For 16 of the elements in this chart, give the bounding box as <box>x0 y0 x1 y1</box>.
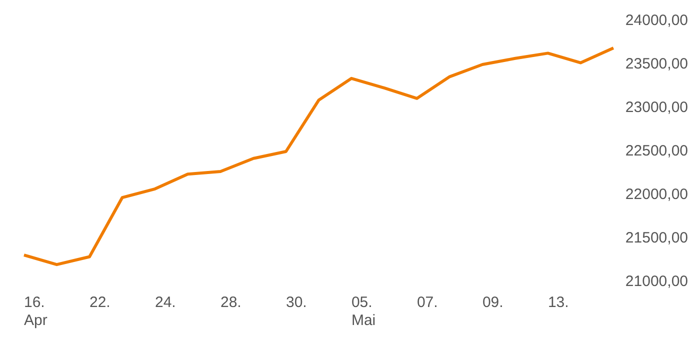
x-tick-label: 13. <box>548 294 569 312</box>
y-tick-label: 22500,00 <box>625 142 688 160</box>
x-tick-label: 22. <box>89 294 110 312</box>
y-tick-label: 23000,00 <box>625 99 688 116</box>
x-tick-label: 28. <box>220 294 242 312</box>
x-tick-label: 07. <box>416 294 438 312</box>
x-tick-label: 05. Mai <box>351 294 376 330</box>
y-tick-label: 21500,00 <box>625 230 688 247</box>
x-tick-label: 24. <box>154 294 176 312</box>
x-tick-label: 16. Apr <box>24 294 48 330</box>
x-tick-label: 30. <box>286 294 307 312</box>
y-tick-label: 22000,00 <box>625 186 688 204</box>
y-tick-label: 21000,00 <box>625 273 688 290</box>
x-tick-label: 09. <box>482 294 504 312</box>
y-tick-label: 24000,00 <box>625 12 688 30</box>
y-tick-label: 23500,00 <box>625 56 688 73</box>
